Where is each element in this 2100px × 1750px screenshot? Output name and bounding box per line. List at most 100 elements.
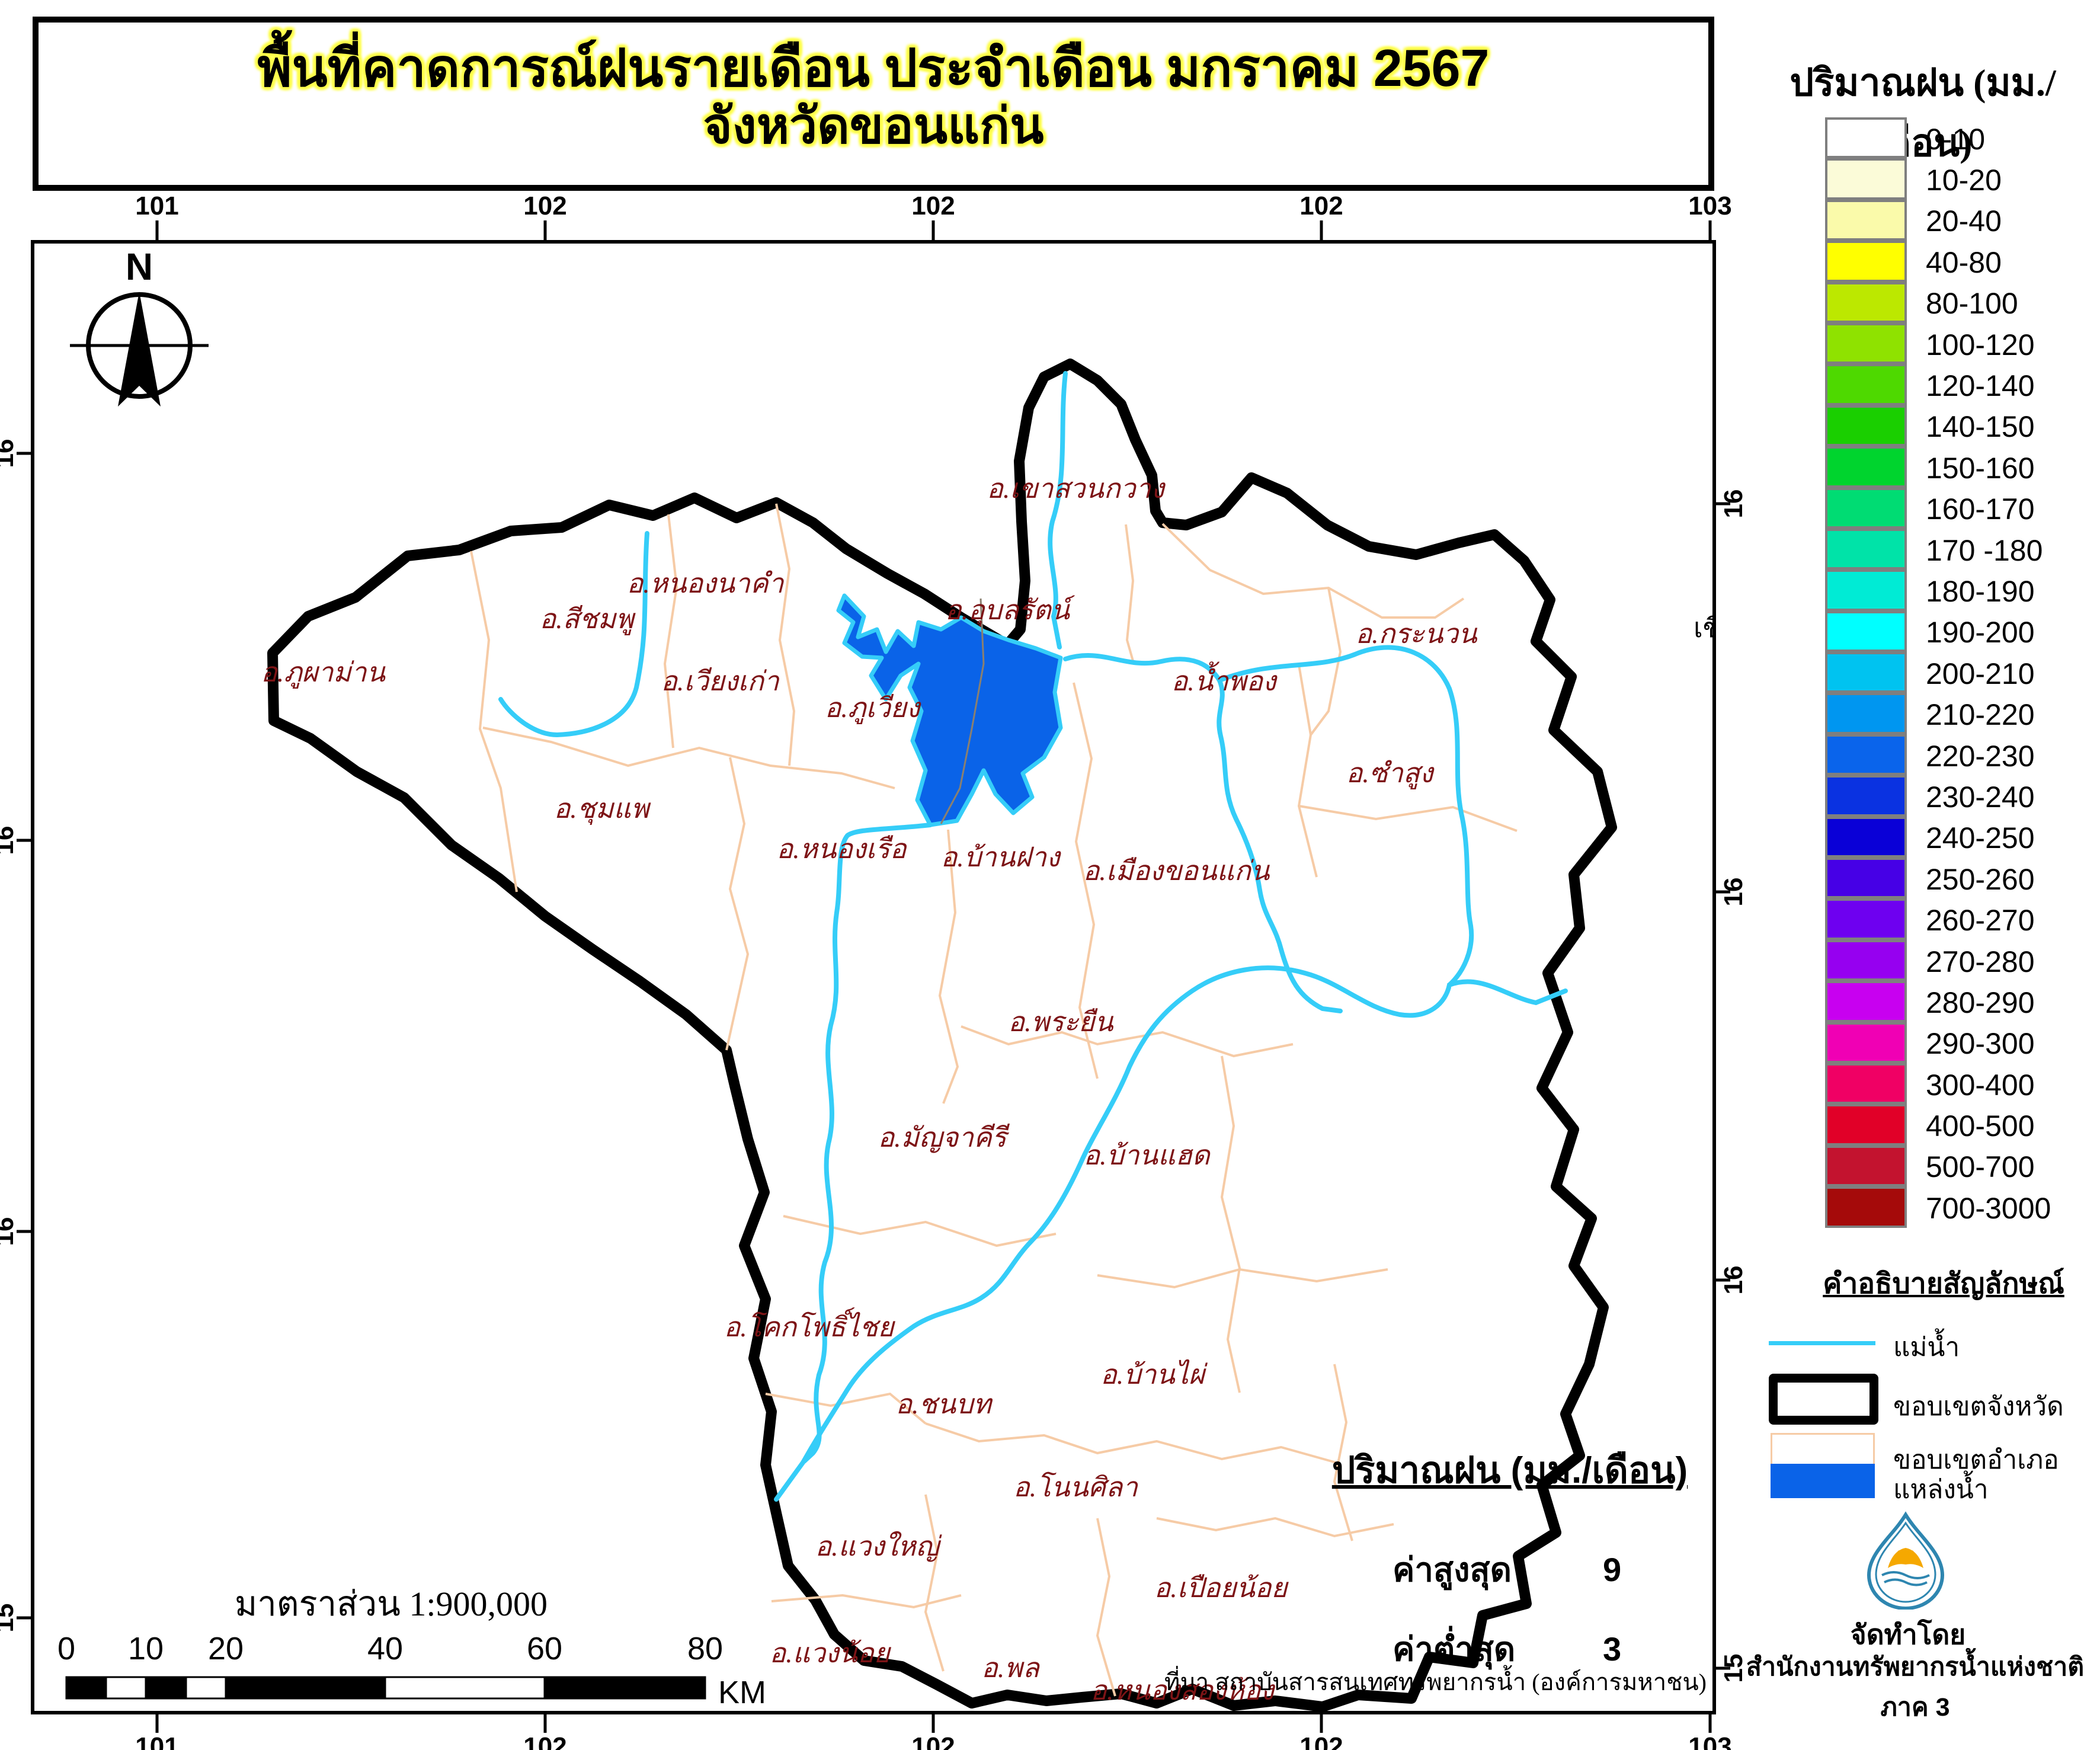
prepared-by-label: จัดทำโดย: [1850, 1619, 1966, 1650]
legend-range-label: 150-160: [1926, 451, 2035, 485]
district-symbol-label: ขอบเขตอำเภอ: [1893, 1445, 2059, 1474]
legend-range-label: 500-700: [1926, 1150, 2035, 1184]
legend-range-label: 80-100: [1926, 287, 2018, 321]
legend-swatch: [1825, 1022, 1907, 1063]
legend-swatch: [1825, 241, 1907, 282]
legend-class-row: 210-220: [1825, 693, 2098, 735]
legend-class-row: 80-100: [1825, 281, 2098, 324]
district-label: อ.บ้านฝาง: [941, 842, 1062, 872]
district-label: อ.ภูเวียง: [825, 693, 922, 724]
scale-bar-tick-label: 40: [367, 1631, 403, 1666]
river-symbol-label: แม่น้ำ: [1893, 1333, 1960, 1362]
legend-range-label: 280-290: [1926, 986, 2035, 1019]
district-label: อ.ซำสูง: [1346, 758, 1435, 789]
legend-class-row: 200-210: [1825, 652, 2098, 694]
axis-label: 16: [1719, 878, 1748, 907]
district-boundaries: [470, 503, 1518, 1697]
axis-label: 16: [0, 826, 19, 855]
legend-swatch: [1825, 405, 1907, 447]
scale-bar-segment: [225, 1676, 386, 1700]
stats-max-value: 9: [1603, 1551, 1621, 1588]
legend-range-label: 250-260: [1926, 862, 2035, 896]
compass-north-icon: N: [70, 245, 209, 407]
legend-class-row: 250-260: [1825, 858, 2098, 900]
legend-swatch: [1825, 446, 1907, 488]
legend-range-label: 170 -180: [1926, 533, 2043, 567]
legend-swatch: [1825, 775, 1907, 817]
agency-logo-icon: [1867, 1511, 1945, 1610]
rivers: [498, 371, 1568, 1502]
legend-range-label: 40-80: [1926, 245, 2002, 279]
legend-range-label: 220-230: [1926, 739, 2035, 773]
legend-class-row: 230-240: [1825, 775, 2098, 817]
legend-class-row: 0-10: [1825, 117, 2098, 159]
legend-range-label: 10-20: [1926, 164, 2002, 197]
legend-swatch: [1825, 898, 1907, 940]
legend-swatch: [1825, 816, 1907, 858]
legend-range-label: 400-500: [1926, 1109, 2035, 1143]
stats-max-label: ค่าสูงสุด: [1392, 1551, 1512, 1591]
district-label: อ.โคกโพธิ์ไชย: [724, 1307, 896, 1342]
province-boundary: [267, 359, 1617, 1712]
svg-text:N: N: [126, 245, 153, 288]
scale-bar: 0 10 20 40 60 80 KM: [57, 1631, 766, 1710]
scale-ratio-label: มาตราส่วน 1:900,000: [235, 1585, 548, 1623]
legend-range-label: 140-150: [1926, 410, 2035, 444]
legend-class-row: 220-230: [1825, 734, 2098, 776]
district-label: อ.พระยืน: [1008, 1007, 1114, 1037]
legend-range-label: 270-280: [1926, 945, 2035, 978]
scale-bar-segment: [543, 1676, 706, 1700]
province-boundary-symbol-icon: [1769, 1374, 1878, 1425]
district-label: อ.เขาสวนกวาง: [987, 474, 1166, 504]
legend-range-label: 180-190: [1926, 574, 2035, 608]
legend-swatch: [1825, 322, 1907, 364]
legend-class-row: 40-80: [1825, 241, 2098, 283]
axis-label: 15: [1719, 1654, 1748, 1683]
legend-class-row: 170 -180: [1825, 528, 2098, 571]
district-label: อ.หนองนาคำ: [627, 568, 785, 599]
legend-swatch: [1825, 610, 1907, 652]
axis-label: 102: [523, 191, 566, 220]
legend-class-row: 180-190: [1825, 570, 2098, 612]
legend-swatch: [1825, 734, 1907, 776]
scale-bar-tick-label: 60: [527, 1631, 562, 1666]
reservoir-water-body: [836, 593, 1063, 827]
legend-class-row: 160-170: [1825, 487, 2098, 530]
axis-label: 101: [135, 1732, 178, 1750]
legend-swatch: [1825, 528, 1907, 570]
legend-swatch: [1825, 570, 1907, 611]
district-label: อ.ภูผาม่าน: [261, 657, 386, 689]
district-label: อ.เมืองขอนแก่น: [1083, 856, 1270, 886]
legend-swatch: [1825, 117, 1907, 159]
axis-label: 16: [0, 1217, 19, 1246]
title-box: พื้นที่คาดการณ์ฝนรายเดือน ประจำเดือน มกร…: [33, 17, 1714, 191]
legend-class-row: 150-160: [1825, 446, 2098, 488]
district-label: อ.สีชมพู: [539, 604, 636, 635]
axis-label: 16: [1719, 490, 1748, 519]
legend-range-label: 0-10: [1926, 122, 1986, 156]
scale-bar-tick-label: 10: [128, 1631, 164, 1666]
reservoir-old-channel: [940, 598, 985, 824]
legend-class-row: 700-3000: [1825, 1186, 2098, 1228]
legend-class-row: 20-40: [1825, 199, 2098, 242]
axis-label: 102: [1299, 191, 1343, 220]
axis-label: 103: [1688, 191, 1731, 220]
agency-name: สำนักงานทรัพยากรน้ำแห่งชาติภาค 3: [1746, 1653, 2085, 1722]
scale-bar-segment: [65, 1676, 107, 1700]
legend-range-label: 120-140: [1926, 369, 2035, 403]
legend-class-row: 140-150: [1825, 405, 2098, 447]
legend-class-row: 240-250: [1825, 816, 2098, 859]
legend-swatch: [1825, 858, 1907, 899]
district-label: อ.อุบลรัตน์: [945, 595, 1075, 626]
legend-swatch: [1825, 939, 1907, 981]
stats-heading: ปริมาณฝน (มม./เดือน): [1332, 1450, 1688, 1491]
legend-swatch: [1825, 364, 1907, 405]
legend-class-row: 270-280: [1825, 939, 2098, 982]
legend-swatch: [1825, 693, 1907, 734]
district-label: อ.กระนวน: [1355, 619, 1478, 649]
district-label: อ.ชนบท: [895, 1389, 993, 1419]
legend-range-label: 300-400: [1926, 1068, 2035, 1102]
